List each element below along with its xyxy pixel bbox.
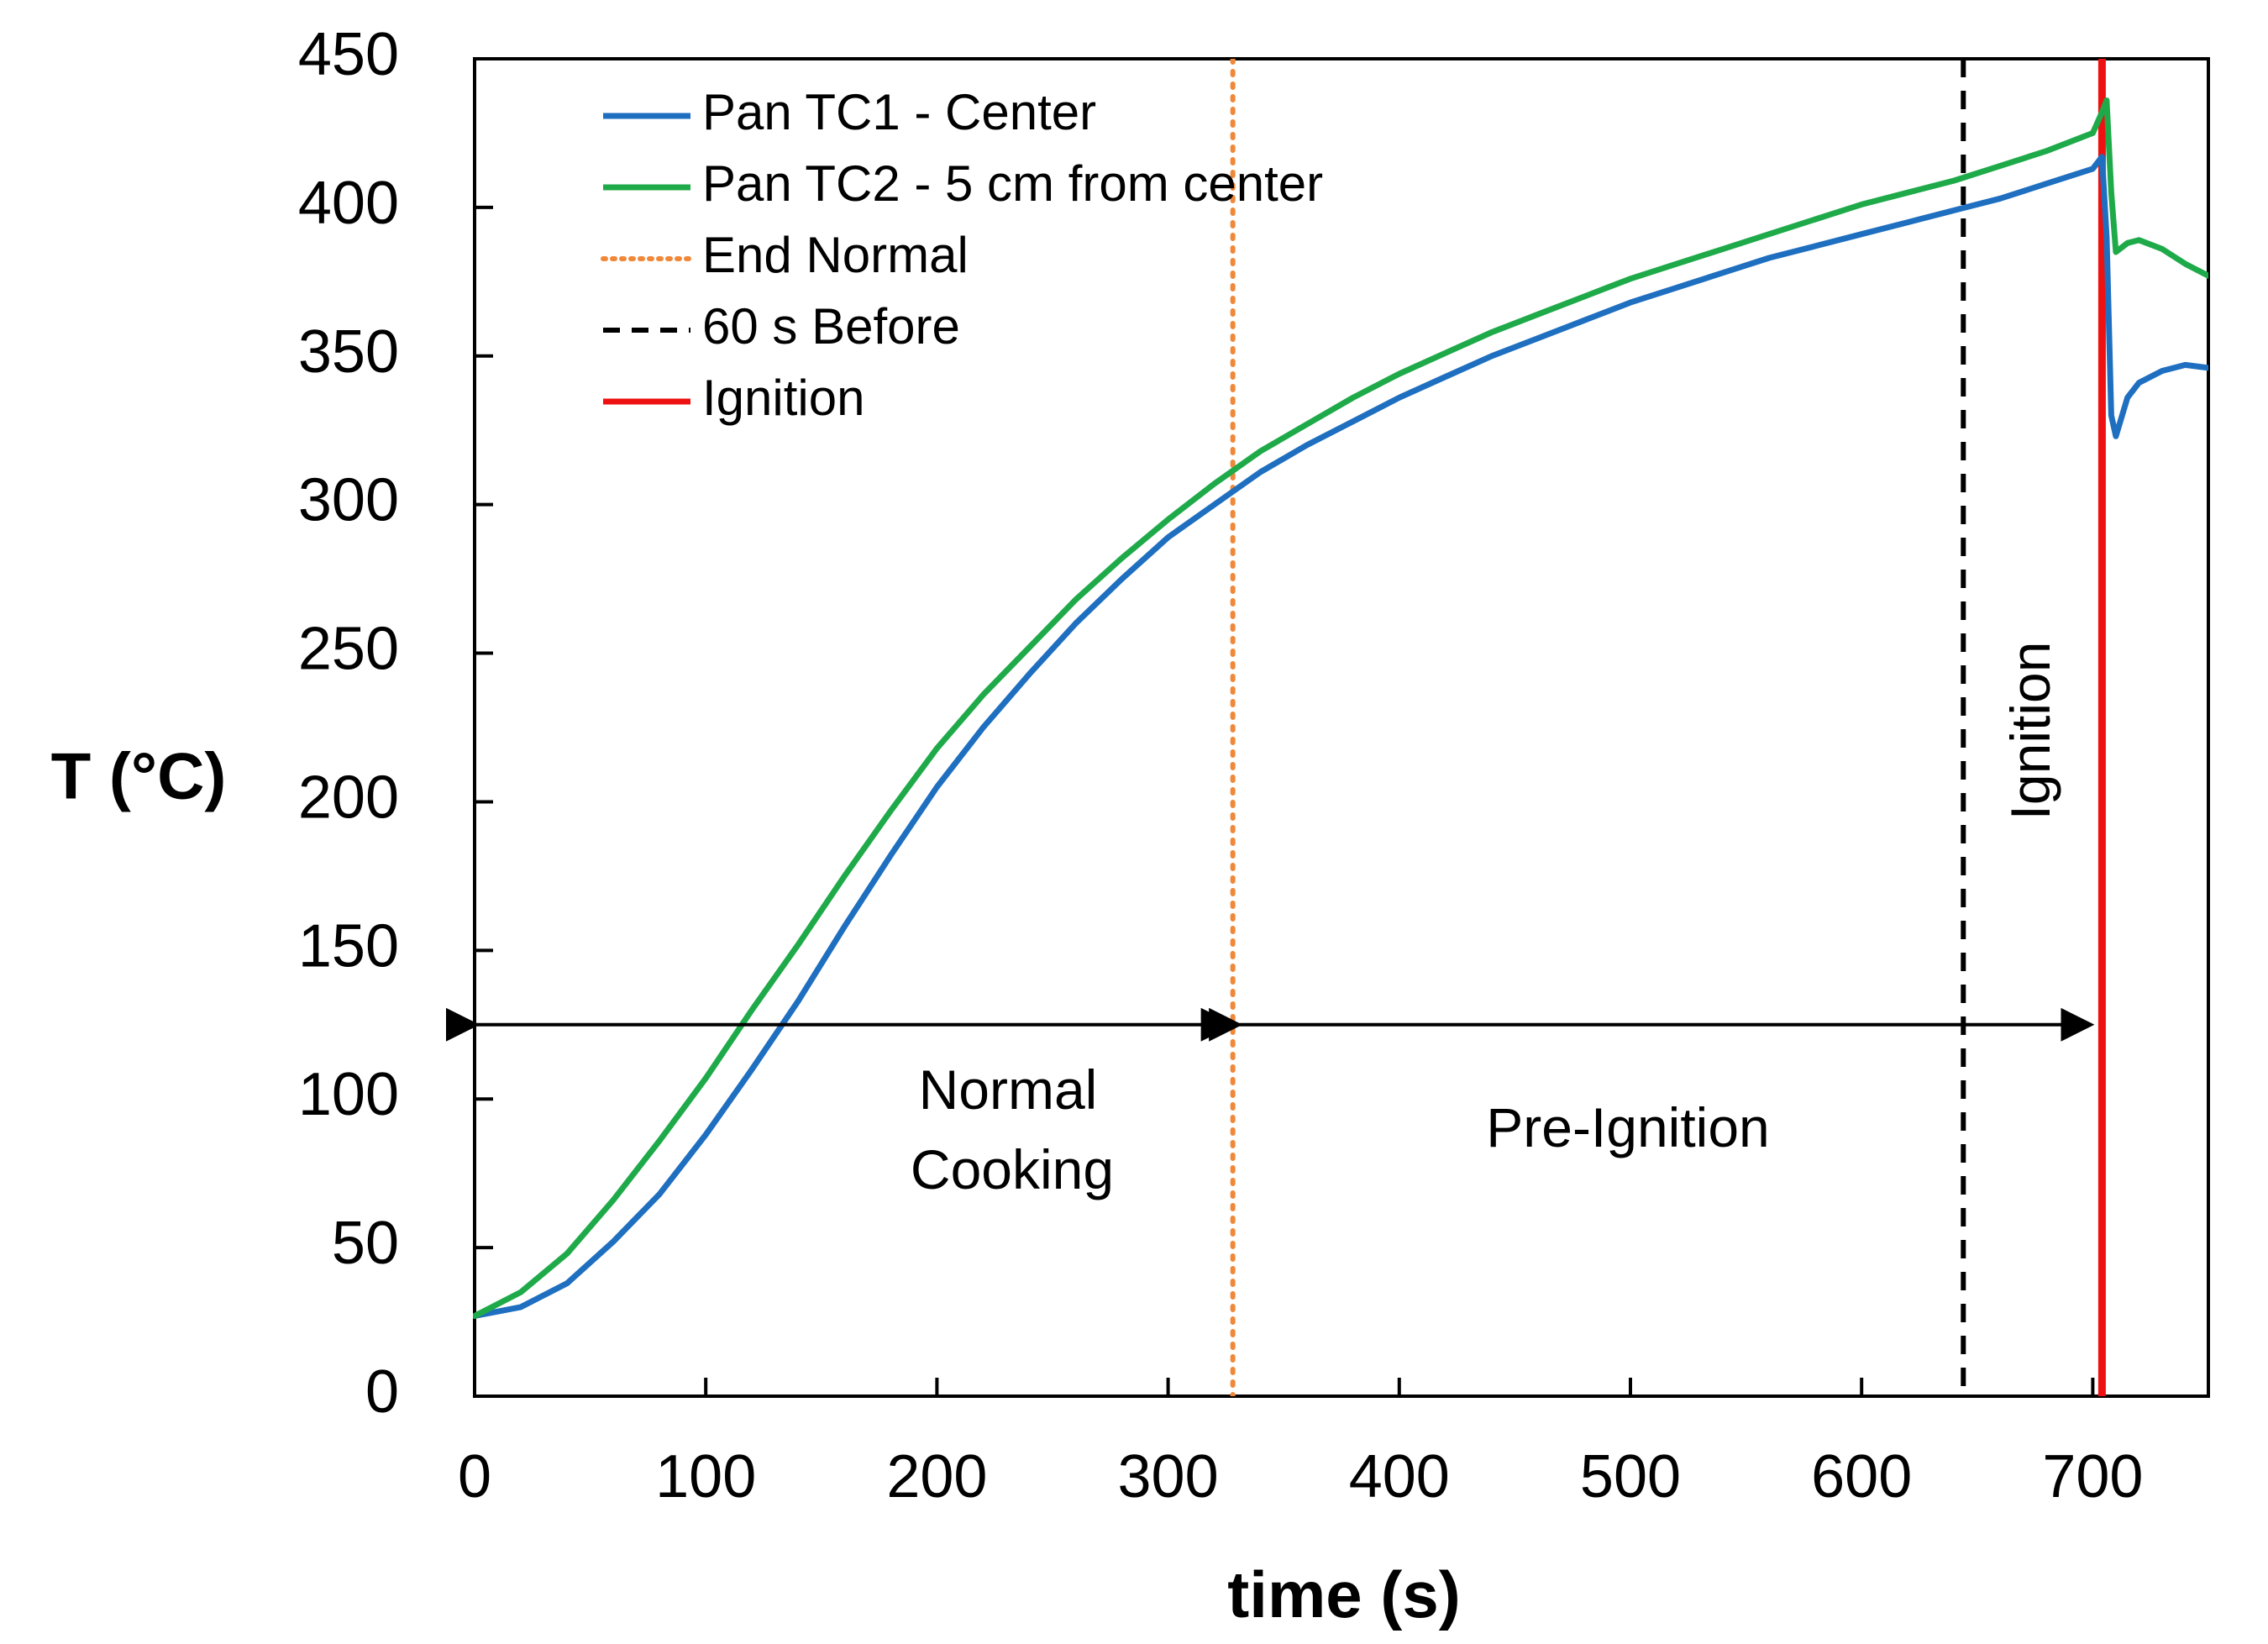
legend-label: End Normal <box>702 227 969 283</box>
y-tick-label: 350 <box>298 318 399 386</box>
y-tick-label: 200 <box>298 764 399 831</box>
plot-area-frame <box>473 57 2210 1398</box>
y-tick-label: 100 <box>298 1061 399 1128</box>
y-axis-ticks: 0 50 100 150 200 250 300 350 400 450 <box>298 21 493 1426</box>
y-tick-label: 0 <box>365 1358 399 1426</box>
series-line-2 <box>473 97 2208 1319</box>
annotation-ignition-label: Ignition <box>1999 642 2061 821</box>
x-tick-label: 100 <box>655 1443 756 1510</box>
series-line-1 <box>473 154 2208 1319</box>
legend-label: Pan TC1 - Center <box>702 84 1096 140</box>
vertical-marker-lines <box>1230 59 2106 1396</box>
y-tick-label: 50 <box>332 1210 399 1277</box>
series-lines <box>473 97 2208 1319</box>
x-tick-label: 500 <box>1580 1443 1681 1510</box>
y-tick-label: 450 <box>298 21 399 88</box>
x-tick-label: 300 <box>1118 1443 1219 1510</box>
x-tick-label: 400 <box>1349 1443 1450 1510</box>
x-tick-label: 600 <box>1811 1443 1912 1510</box>
y-tick-label: 150 <box>298 912 399 980</box>
y-axis-title: T (°C) <box>51 739 227 813</box>
y-tick-label: 300 <box>298 467 399 534</box>
x-tick-label: 0 <box>458 1443 491 1510</box>
annotation-normal-cooking-line2: Cooking <box>911 1138 1114 1200</box>
annotation-pre-ignition: Pre-Ignition <box>1486 1096 1770 1158</box>
legend-label: 60 s Before <box>702 298 960 355</box>
annotation-normal-cooking-line1: Normal <box>919 1058 1098 1121</box>
x-axis-ticks: 0 100 200 300 400 500 600 700 <box>458 1378 2143 1510</box>
y-tick-label: 250 <box>298 616 399 683</box>
legend-label: Pan TC2 - 5 cm from center <box>702 155 1323 212</box>
y-tick-label: 400 <box>298 170 399 237</box>
x-tick-label: 700 <box>2042 1443 2143 1510</box>
legend: Pan TC1 - Center Pan TC2 - 5 cm from cent… <box>601 84 1323 426</box>
legend-label: Ignition <box>702 370 864 426</box>
x-axis-title: time (s) <box>1227 1557 1460 1631</box>
x-tick-label: 200 <box>886 1443 987 1510</box>
